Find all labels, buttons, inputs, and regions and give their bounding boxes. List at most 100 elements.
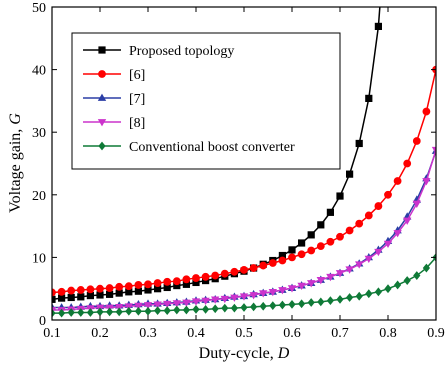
series-1-point-8 — [124, 282, 133, 291]
series-1-point-32 — [355, 219, 364, 228]
series-1-point-20 — [240, 266, 248, 274]
series-1-point-7 — [115, 282, 124, 291]
series-1-point-35 — [384, 190, 392, 199]
series-0 — [52, 7, 382, 303]
x-tick-label-0: 0.1 — [43, 326, 61, 341]
series-1-point-9 — [134, 281, 143, 289]
series-1-point-21 — [249, 264, 258, 272]
series-4-point-10 — [144, 306, 152, 316]
series-4-point-8 — [125, 306, 133, 316]
series-3-point-10 — [143, 302, 153, 310]
series-0-point-26 — [298, 239, 306, 247]
series-1-point-18 — [220, 269, 229, 278]
series-4-point-4 — [86, 308, 94, 317]
series-1-point-24 — [278, 256, 287, 265]
series-3-point-12 — [163, 300, 172, 309]
x-tick-label-6: 0.7 — [331, 326, 349, 341]
series-4-point-17 — [211, 304, 219, 314]
x-axis-title: Duty-cycle, D — [199, 345, 290, 362]
series-4-point-25 — [288, 299, 296, 309]
series-1-point-10 — [144, 280, 152, 289]
series-3-point-27 — [307, 280, 316, 288]
legend-label-1: [6] — [129, 68, 145, 83]
series-1-point-27 — [307, 246, 316, 255]
series-3-point-24 — [278, 287, 287, 295]
legend-label-4: Conventional boost converter — [129, 140, 295, 155]
series-1-point-28 — [316, 242, 325, 251]
series-4-point-19 — [230, 303, 238, 313]
series-0-point-8 — [125, 288, 133, 296]
x-tick-label-7: 0.8 — [379, 326, 397, 341]
series-4-point-5 — [96, 307, 104, 317]
y-tick-label-3: 30 — [32, 126, 46, 141]
legend-marker-1 — [98, 70, 106, 78]
series-layer — [52, 7, 436, 318]
series-0-point-4 — [86, 291, 94, 300]
series-3-point-19 — [230, 294, 239, 302]
series-1-point-36 — [393, 177, 402, 185]
series-1-point-14 — [182, 275, 191, 284]
series-3-point-21 — [249, 292, 258, 300]
y-tick-label-5: 50 — [32, 1, 46, 16]
series-1-point-37 — [403, 159, 412, 168]
series-0-point-14 — [182, 280, 190, 288]
series-3-point-22 — [259, 290, 268, 298]
series-0-point-10 — [144, 286, 152, 294]
series-3-point-35 — [383, 240, 393, 249]
series-1-point-13 — [172, 277, 181, 286]
series-0-point-6 — [106, 290, 114, 298]
series-1-point-39 — [422, 107, 431, 116]
y-tick-label-1: 10 — [32, 251, 46, 266]
series-3-point-18 — [220, 295, 229, 304]
series-0-point-24 — [278, 251, 286, 260]
series-0-point-12 — [163, 283, 171, 292]
series-0-point-2 — [67, 293, 75, 302]
series-3-point-38 — [412, 200, 421, 208]
series-4-point-7 — [115, 307, 123, 317]
series-1-point-15 — [192, 274, 200, 282]
series-4-point-35 — [384, 284, 392, 294]
series-3-point-26 — [297, 282, 306, 290]
series-4-point-2 — [67, 308, 75, 317]
x-tick-label-5: 0.6 — [283, 326, 301, 341]
series-1-point-33 — [364, 211, 373, 220]
series-4-point-39 — [422, 263, 430, 273]
series-4-point-23 — [269, 301, 277, 311]
series-3-point-13 — [172, 300, 181, 308]
series-4-point-22 — [259, 301, 267, 311]
series-1-point-3 — [76, 286, 85, 294]
series-4-point-18 — [221, 303, 229, 313]
legend-label-0: Proposed topology — [129, 44, 234, 59]
series-0-point-5 — [96, 291, 104, 299]
series-1-point-2 — [67, 286, 76, 295]
series-3-point-32 — [355, 261, 364, 269]
x-tick-label-1: 0.2 — [91, 326, 109, 341]
series-4-point-34 — [374, 287, 382, 297]
series-1-point-26 — [297, 250, 306, 259]
y-tick-label-0: 0 — [39, 314, 46, 329]
legend: Proposed topology [6] [7] [8] Conventional b… — [71, 32, 341, 170]
series-4-point-28 — [317, 297, 325, 307]
series-4-point-13 — [173, 305, 181, 315]
series-0-point-7 — [115, 289, 123, 297]
series-1-point-0 — [52, 288, 56, 297]
series-4-point-24 — [278, 300, 286, 310]
series-4-point-38 — [413, 271, 421, 280]
series-4-point-6 — [106, 307, 114, 317]
series-4-point-32 — [355, 291, 363, 301]
series-3-point-29 — [326, 273, 335, 282]
series-4-point-9 — [134, 306, 142, 316]
series-0-point-11 — [154, 285, 162, 293]
series-1-point-23 — [268, 259, 277, 267]
series-3-point-23 — [268, 288, 277, 297]
series-4-point-36 — [394, 280, 402, 290]
series-3-point-14 — [182, 299, 191, 307]
series-3-point-11 — [153, 301, 162, 309]
series-4-point-1 — [58, 308, 66, 318]
series-3-point-20 — [239, 293, 249, 301]
series-0-point-0 — [52, 295, 56, 303]
series-4-point-12 — [163, 306, 171, 316]
series-3-point-9 — [134, 302, 143, 311]
series-1-point-17 — [211, 271, 220, 280]
series-1-point-29 — [326, 237, 335, 246]
